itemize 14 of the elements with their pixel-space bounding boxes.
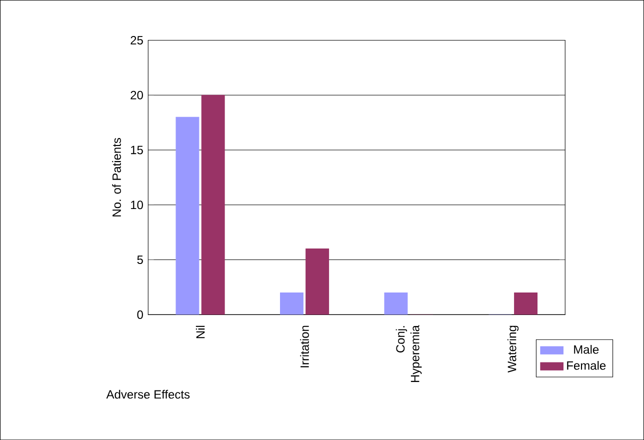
- y-tick-label: 15: [131, 146, 143, 154]
- y-axis-title: No. of Patients: [112, 138, 121, 216]
- x-tick-label: Conj. Hyperemia: [396, 325, 422, 382]
- x-tick-label: Irritation: [300, 326, 309, 368]
- legend-label: Male: [574, 344, 599, 354]
- y-tick-label: 0: [137, 310, 143, 319]
- x-axis-title: Adverse Effects: [106, 390, 190, 399]
- y-tick-label: 25: [130, 36, 143, 44]
- x-tick-label: Nil: [196, 326, 205, 338]
- x-tick-label: Watering: [507, 326, 519, 372]
- y-tick-label: 20: [130, 90, 143, 100]
- y-tick-label: 5: [137, 256, 143, 264]
- legend-label: Female: [567, 360, 606, 370]
- y-tick-label: 10: [131, 200, 143, 210]
